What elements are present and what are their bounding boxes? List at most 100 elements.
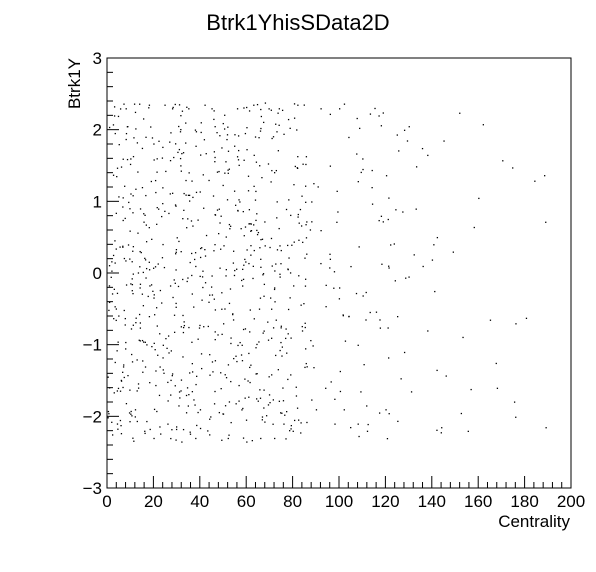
data-point (142, 305, 145, 307)
data-point (256, 229, 258, 232)
data-point (234, 134, 236, 136)
data-point (140, 251, 142, 254)
data-point (171, 375, 173, 377)
data-point (129, 208, 131, 210)
data-point (208, 179, 210, 182)
data-point (122, 158, 124, 160)
data-point (333, 287, 335, 289)
data-point (162, 187, 164, 189)
data-point (197, 338, 199, 340)
data-point (209, 418, 211, 420)
data-point (155, 307, 158, 309)
x-tick-label: 100 (325, 492, 353, 511)
data-point (422, 265, 424, 268)
data-point (260, 266, 262, 268)
data-point (167, 423, 169, 425)
data-point (496, 387, 499, 389)
data-point (427, 154, 429, 157)
data-point (126, 126, 129, 128)
data-point (250, 230, 252, 232)
data-point (203, 207, 205, 209)
data-point (253, 185, 255, 188)
data-point (111, 434, 114, 436)
data-point (263, 295, 265, 297)
data-point (290, 428, 292, 430)
y-tick-label: 2 (93, 121, 102, 140)
data-point (116, 292, 119, 295)
data-point (243, 264, 245, 266)
data-point (203, 139, 206, 141)
data-point (408, 126, 410, 128)
x-axis-title: Centrality (498, 512, 570, 531)
data-point (342, 314, 344, 316)
data-point (107, 376, 109, 378)
data-point (300, 432, 302, 434)
data-point (362, 295, 364, 297)
data-point (260, 115, 263, 118)
y-tick-label: −1 (83, 336, 102, 355)
data-point (367, 423, 369, 426)
data-point (257, 231, 260, 234)
data-point (233, 250, 235, 252)
data-point (236, 360, 238, 363)
data-point (276, 217, 278, 219)
data-point (176, 237, 178, 239)
data-point (171, 429, 173, 431)
data-point (182, 278, 184, 281)
data-point (283, 423, 285, 425)
data-point (242, 407, 244, 410)
data-point (366, 405, 368, 407)
data-point (260, 108, 262, 111)
data-point (114, 240, 116, 242)
data-point (263, 407, 265, 409)
data-point (342, 315, 344, 317)
data-point (289, 297, 291, 299)
data-point (214, 331, 216, 333)
data-point (245, 261, 247, 263)
data-point (371, 187, 373, 189)
data-point (269, 246, 271, 249)
data-point (163, 372, 165, 374)
data-point (219, 222, 221, 224)
data-point (282, 387, 284, 389)
data-point (185, 142, 187, 144)
data-point (112, 124, 115, 126)
data-point (244, 132, 247, 135)
data-point (142, 360, 144, 362)
data-point (164, 210, 166, 213)
data-point (201, 276, 204, 278)
data-point (194, 404, 196, 406)
data-point (305, 278, 307, 280)
data-point (221, 147, 223, 149)
data-point (238, 199, 240, 201)
data-point (170, 437, 172, 440)
data-point (294, 165, 296, 168)
data-point (334, 398, 336, 400)
data-point (356, 117, 358, 120)
data-point (162, 344, 164, 346)
data-point (268, 108, 270, 110)
data-point (234, 269, 236, 272)
data-point (189, 433, 192, 435)
data-point (278, 108, 280, 110)
data-point (212, 195, 215, 197)
data-point (302, 163, 304, 165)
data-point (287, 378, 289, 381)
data-point (303, 104, 305, 106)
data-point (174, 253, 177, 255)
data-point (159, 333, 161, 335)
data-point (158, 140, 160, 142)
data-point (378, 412, 381, 414)
data-point (182, 218, 184, 220)
data-point (149, 382, 151, 384)
data-point (186, 387, 189, 389)
data-point (120, 380, 123, 382)
data-point (162, 357, 164, 359)
data-point (241, 409, 243, 411)
data-point (214, 309, 217, 311)
data-point (247, 190, 250, 192)
data-point (248, 209, 251, 211)
data-point (320, 108, 322, 110)
data-point (220, 248, 222, 250)
data-point (173, 279, 175, 281)
